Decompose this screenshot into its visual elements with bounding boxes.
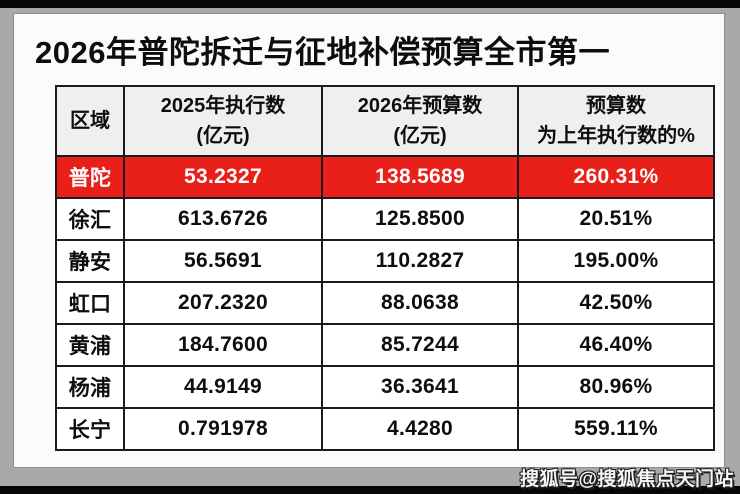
table-row-putuo: 普陀 53.2327 138.5689 260.31% xyxy=(55,155,715,199)
content-panel: 2026年普陀拆迁与征地补偿预算全市第一 区域 2025年执行数 (亿元) 20… xyxy=(13,13,725,468)
col-header-region-label: 区域 xyxy=(70,110,110,132)
col-header-exec-line2: (亿元) xyxy=(196,125,250,147)
table-row-xuhui: 徐汇 613.6726 125.8500 20.51% xyxy=(55,197,715,241)
table-row-yangpu: 杨浦 44.9149 36.3641 80.96% xyxy=(55,365,715,409)
watermark: 搜狐号@搜狐焦点天门站 xyxy=(519,469,734,490)
district-cell: 虹口 xyxy=(55,281,125,325)
col-header-region: 区域 xyxy=(55,85,125,157)
district-cell: 杨浦 xyxy=(55,365,125,409)
ratio-cell: 195.00% xyxy=(517,239,715,283)
exec-2025-cell: 44.9149 xyxy=(123,365,323,409)
budget-2026-cell: 125.8500 xyxy=(321,197,519,241)
col-header-ratio-line1: 预算数 xyxy=(586,95,646,117)
district-cell: 静安 xyxy=(55,239,125,283)
table-row-changning: 长宁 0.791978 4.4280 559.11% xyxy=(55,407,715,451)
table-row-huangpu: 黄浦 184.7600 85.7244 46.40% xyxy=(55,323,715,367)
budget-table: 区域 2025年执行数 (亿元) 2026年预算数 (亿元) 预算数 为上年执行… xyxy=(55,85,715,451)
exec-2025-cell: 0.791978 xyxy=(123,407,323,451)
ratio-cell: 20.51% xyxy=(517,197,715,241)
exec-2025-cell: 613.6726 xyxy=(123,197,323,241)
ratio-cell: 260.31% xyxy=(517,155,715,199)
exec-2025-cell: 53.2327 xyxy=(123,155,323,199)
budget-2026-cell: 110.2827 xyxy=(321,239,519,283)
budget-2026-cell: 88.0638 xyxy=(321,281,519,325)
top-frame-bar xyxy=(0,0,740,8)
ratio-cell: 80.96% xyxy=(517,365,715,409)
budget-2026-cell: 85.7244 xyxy=(321,323,519,367)
budget-2026-cell: 4.4280 xyxy=(321,407,519,451)
district-cell: 长宁 xyxy=(55,407,125,451)
col-header-ratio: 预算数 为上年执行数的% xyxy=(517,85,715,157)
district-cell: 徐汇 xyxy=(55,197,125,241)
col-header-exec-line1: 2025年执行数 xyxy=(160,95,286,117)
district-cell: 普陀 xyxy=(55,155,125,199)
col-header-ratio-line2: 为上年执行数的% xyxy=(537,125,695,147)
header-row: 区域 2025年执行数 (亿元) 2026年预算数 (亿元) 预算数 为上年执行… xyxy=(55,85,715,157)
budget-2026-cell: 36.3641 xyxy=(321,365,519,409)
page-title: 2026年普陀拆迁与征地补偿预算全市第一 xyxy=(35,35,610,70)
district-cell: 黄浦 xyxy=(55,323,125,367)
table-row-hongkou: 虹口 207.2320 88.0638 42.50% xyxy=(55,281,715,325)
exec-2025-cell: 56.5691 xyxy=(123,239,323,283)
exec-2025-cell: 184.7600 xyxy=(123,323,323,367)
ratio-cell: 42.50% xyxy=(517,281,715,325)
col-header-budget-2026: 2026年预算数 (亿元) xyxy=(321,85,519,157)
ratio-cell: 46.40% xyxy=(517,323,715,367)
col-header-exec-2025: 2025年执行数 (亿元) xyxy=(123,85,323,157)
exec-2025-cell: 207.2320 xyxy=(123,281,323,325)
ratio-cell: 559.11% xyxy=(517,407,715,451)
col-header-budget-line2: (亿元) xyxy=(393,125,447,147)
budget-2026-cell: 138.5689 xyxy=(321,155,519,199)
table-row-jingan: 静安 56.5691 110.2827 195.00% xyxy=(55,239,715,283)
col-header-budget-line1: 2026年预算数 xyxy=(357,95,483,117)
bottom-frame-bar xyxy=(0,486,740,494)
